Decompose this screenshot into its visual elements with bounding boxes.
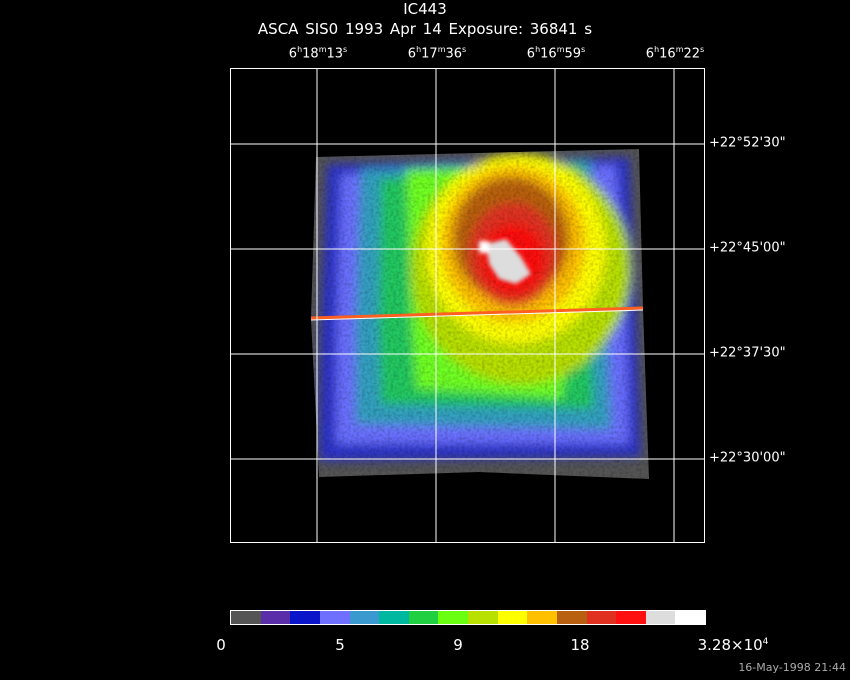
colorbar-segment-10 xyxy=(527,611,557,624)
colorbar-tick-9: 9 xyxy=(453,636,463,654)
ra-label-4: 6h16m22s xyxy=(645,45,705,62)
colorbar-segment-5 xyxy=(379,611,409,624)
grid-lines xyxy=(231,69,704,542)
colorbar-segment-8 xyxy=(468,611,498,624)
dec-label-2: +22°45'00" xyxy=(709,240,786,256)
dec-label-4: +22°30'00" xyxy=(709,450,786,466)
dec-label-3: +22°37'30" xyxy=(709,345,786,361)
colorbar-segment-9 xyxy=(497,611,528,624)
ra-label-1: 6h18m13s xyxy=(288,45,348,62)
timestamp: 16-May-1998 21:44 xyxy=(738,661,846,674)
colorbar-segment-14 xyxy=(645,611,676,624)
colorbar-segment-6 xyxy=(408,611,439,624)
image-frame xyxy=(230,68,705,543)
colorbar-tick-18: 18 xyxy=(570,636,590,654)
colorbar-segment-13 xyxy=(616,611,646,624)
colorbar xyxy=(230,610,706,625)
colorbar-segment-4 xyxy=(349,611,380,624)
colorbar-segment-3 xyxy=(319,611,350,624)
colorbar-segment-12 xyxy=(586,611,617,624)
ra-label-2: 6h17m36s xyxy=(407,45,467,62)
colorbar-tick-max: 3.28×104 xyxy=(697,636,769,654)
colorbar-segment-7 xyxy=(438,611,468,624)
colorbar-tick-5: 5 xyxy=(335,636,345,654)
colorbar-segment-15 xyxy=(675,611,705,624)
dec-label-1: +22°52'30" xyxy=(709,135,786,151)
colorbar-tick-0: 0 xyxy=(216,636,226,654)
colorbar-segment-2 xyxy=(290,611,320,624)
colorbar-segment-1 xyxy=(260,611,291,624)
xray-image xyxy=(231,69,704,542)
image-title: IC443 xyxy=(403,0,447,18)
ra-label-3: 6h16m59s xyxy=(526,45,586,62)
colorbar-segment-0 xyxy=(231,611,261,624)
colorbar-segment-11 xyxy=(556,611,587,624)
image-subtitle: ASCA SIS0 1993 Apr 14 Exposure: 36841 s xyxy=(257,20,593,38)
